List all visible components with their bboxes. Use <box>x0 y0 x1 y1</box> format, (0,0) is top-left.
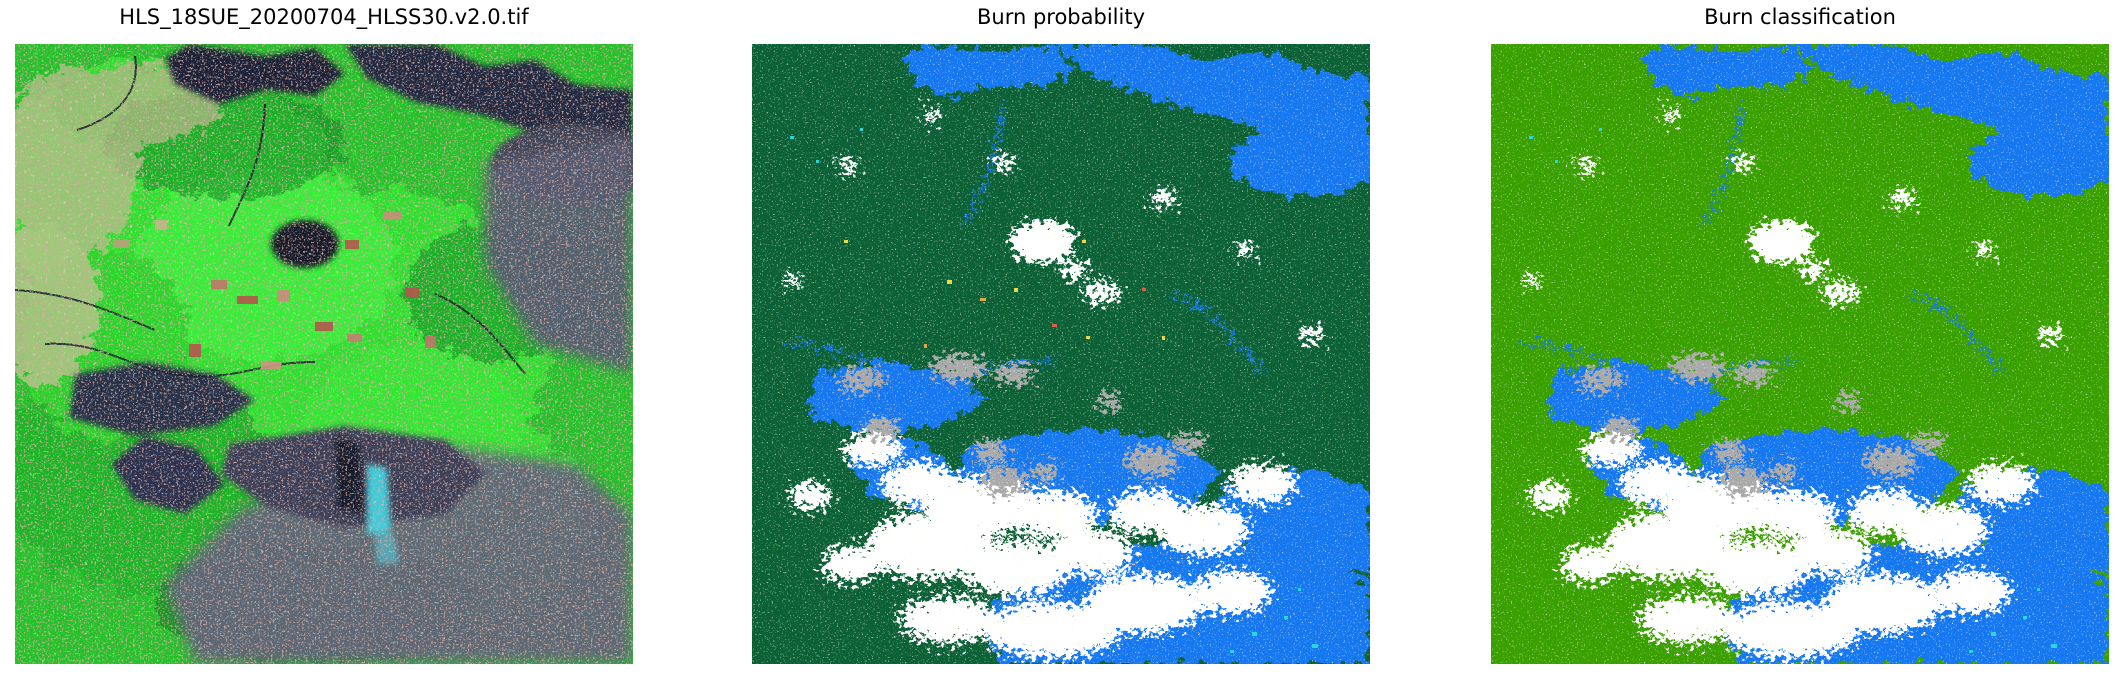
axes-burn-probability[interactable] <box>752 44 1370 664</box>
panel-burn-classification: Burn classification <box>1491 0 2109 676</box>
panel-title-burn-classification: Burn classification <box>1704 5 1896 29</box>
raster-burn-classification <box>1491 44 2109 664</box>
axes-rgb[interactable] <box>15 44 633 664</box>
panel-title-rgb: HLS_18SUE_20200704_HLSS30.v2.0.tif <box>119 5 529 29</box>
panel-rgb-composite: HLS_18SUE_20200704_HLSS30.v2.0.tif <box>15 0 633 676</box>
raster-burn-probability <box>752 44 1370 664</box>
panel-burn-probability: Burn probability <box>752 0 1370 676</box>
panel-title-burn-probability: Burn probability <box>976 5 1145 29</box>
axes-burn-classification[interactable] <box>1491 44 2109 664</box>
raster-rgb-composite <box>15 44 633 664</box>
